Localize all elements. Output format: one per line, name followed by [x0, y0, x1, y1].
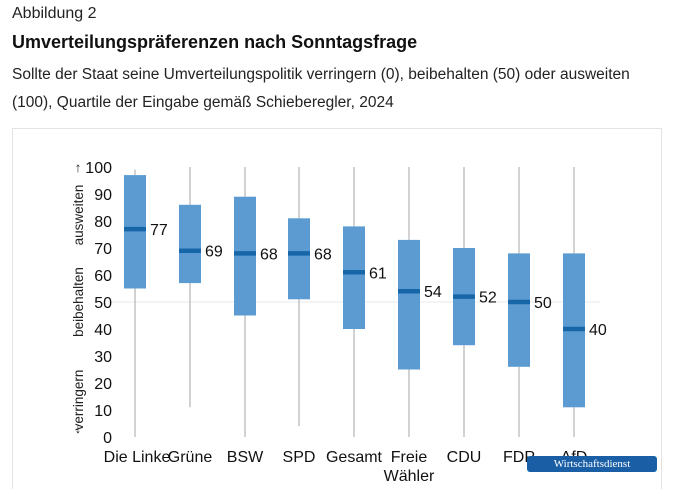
median-value-label: 40 — [589, 322, 607, 339]
figure-kicker: Abbildung 2 — [12, 5, 97, 22]
x-category-label: SPD — [283, 449, 316, 466]
median-value-label: 68 — [314, 246, 332, 263]
y-tick-label: 100 — [85, 160, 112, 177]
box-group: 52 — [453, 167, 497, 437]
y-tick-label: 80 — [94, 214, 112, 231]
x-category-label: BSW — [227, 449, 264, 466]
box-iqr — [343, 226, 365, 329]
y-axis-annotation: verringern beibehalten ausweiten — [71, 185, 86, 431]
box-group: 77 — [124, 169, 168, 437]
up-arrow-icon: ↑ — [75, 160, 82, 175]
box-group: 40 — [563, 167, 607, 437]
chart-title: Umverteilungspräferenzen nach Sonntagsfr… — [12, 32, 418, 52]
y-tick-label: 20 — [94, 376, 112, 393]
chart-frame — [12, 128, 662, 489]
y-tick-label: 30 — [94, 349, 112, 366]
box-iqr — [508, 253, 530, 367]
box-group: 68 — [234, 167, 278, 437]
median-value-label: 77 — [150, 222, 168, 239]
box-iqr — [124, 175, 146, 289]
y-tick-label: 70 — [94, 241, 112, 258]
median-value-label: 69 — [205, 244, 223, 261]
y-tick-label: 0 — [103, 430, 112, 447]
y-label-mid: beibehalten — [71, 267, 86, 337]
median-value-label: 61 — [369, 265, 387, 282]
median-value-label: 68 — [260, 246, 278, 263]
y-label-high: ausweiten — [71, 185, 86, 246]
box-group: 68 — [288, 167, 332, 427]
box-group: 50 — [508, 167, 552, 437]
box-group: 54 — [398, 167, 442, 437]
y-tick-label: 90 — [94, 187, 112, 204]
y-tick-label: 50 — [94, 295, 112, 312]
median-value-label: 54 — [424, 284, 442, 301]
median-value-label: 50 — [534, 295, 552, 312]
box-iqr — [288, 218, 310, 300]
box-iqr — [179, 204, 201, 284]
box-iqr — [398, 239, 420, 370]
down-arrow-icon: ↓ — [75, 421, 82, 436]
chart-subtitle: Sollte der Staat seine Umverteilungspoli… — [12, 66, 630, 111]
y-tick-label: 40 — [94, 322, 112, 339]
publisher-badge: Wirtschaftsdienst — [527, 456, 657, 472]
median-value-label: 52 — [479, 290, 497, 307]
y-label-low: verringern — [71, 370, 86, 431]
box-group: 61 — [343, 167, 387, 437]
x-category-label: Grüne — [168, 449, 213, 466]
box-group: 69 — [179, 167, 223, 408]
y-tick-label: 10 — [94, 403, 112, 420]
x-category-label: CDU — [447, 449, 482, 466]
x-category-label: Wähler — [384, 468, 435, 485]
x-category-label: Freie — [391, 449, 428, 466]
box-iqr — [234, 196, 256, 316]
x-category-label: Die Linke — [104, 449, 171, 466]
x-category-label: Gesamt — [326, 449, 383, 466]
y-tick-label: 60 — [94, 268, 112, 285]
